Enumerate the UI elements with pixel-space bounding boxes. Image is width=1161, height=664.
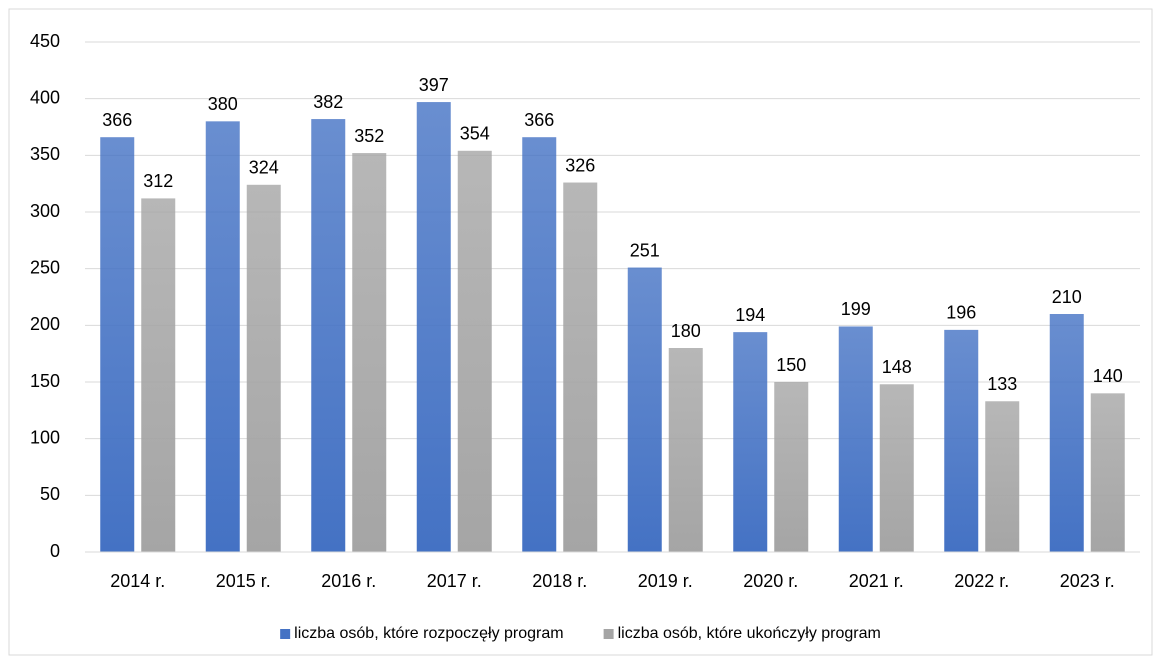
data-label: 366: [524, 110, 554, 130]
x-tick-label: 2023 r.: [1060, 571, 1115, 591]
bar: [838, 326, 873, 552]
bar: [416, 102, 451, 553]
data-label: 382: [313, 92, 343, 112]
y-tick-label: 100: [30, 427, 60, 447]
data-label: 133: [987, 374, 1017, 394]
data-label: 352: [354, 126, 384, 146]
y-tick-label: 400: [30, 87, 60, 107]
legend-swatch: [603, 629, 614, 639]
data-label: 366: [102, 110, 132, 130]
x-tick-label: 2019 r.: [638, 571, 693, 591]
x-tick-label: 2018 r.: [532, 571, 587, 591]
bar: [985, 401, 1020, 552]
legend-label: liczba osób, które ukończyły program: [618, 625, 881, 642]
x-tick-label: 2017 r.: [427, 571, 482, 591]
bar: [733, 332, 768, 552]
y-tick-label: 200: [30, 314, 60, 334]
data-label: 150: [776, 355, 806, 375]
data-label: 194: [735, 305, 765, 325]
data-label: 140: [1093, 366, 1123, 386]
bar: [627, 267, 662, 552]
bar: [246, 184, 281, 553]
x-tick-label: 2022 r.: [954, 571, 1009, 591]
y-tick-label: 150: [30, 371, 60, 391]
data-label: 180: [671, 321, 701, 341]
legend-swatch: [280, 629, 291, 639]
y-tick-label: 250: [30, 257, 60, 277]
y-tick-label: 50: [40, 484, 60, 504]
x-tick-label: 2015 r.: [216, 571, 271, 591]
y-tick-label: 450: [30, 31, 60, 51]
data-label: 210: [1052, 287, 1082, 307]
data-label: 326: [565, 155, 595, 175]
data-label: 380: [208, 94, 238, 114]
y-tick-label: 300: [30, 201, 60, 221]
y-tick-label: 0: [50, 541, 60, 561]
bar: [879, 384, 914, 552]
x-tick-label: 2021 r.: [849, 571, 904, 591]
bar: [1090, 393, 1125, 552]
x-tick-label: 2016 r.: [321, 571, 376, 591]
data-label: 397: [419, 75, 449, 95]
bar: [563, 182, 598, 553]
y-tick-label: 350: [30, 144, 60, 164]
data-label: 148: [882, 357, 912, 377]
bar: [311, 119, 346, 553]
x-tick-label: 2020 r.: [743, 571, 798, 591]
data-label: 312: [143, 171, 173, 191]
bar: [668, 348, 703, 552]
data-label: 324: [249, 158, 279, 178]
x-tick-label: 2014 r.: [110, 571, 165, 591]
bar: [944, 329, 979, 552]
data-label: 251: [630, 240, 660, 260]
bar: [205, 121, 240, 552]
bar: [100, 137, 135, 552]
bar: [352, 153, 387, 553]
legend-label: liczba osób, które rozpoczęły program: [294, 625, 563, 642]
data-label: 354: [460, 124, 490, 144]
bar: [457, 150, 492, 553]
bar: [522, 137, 557, 552]
bar: [774, 382, 809, 552]
data-label: 196: [946, 303, 976, 323]
data-label: 199: [841, 299, 871, 319]
bar: [141, 198, 176, 552]
bar: [1049, 314, 1084, 552]
